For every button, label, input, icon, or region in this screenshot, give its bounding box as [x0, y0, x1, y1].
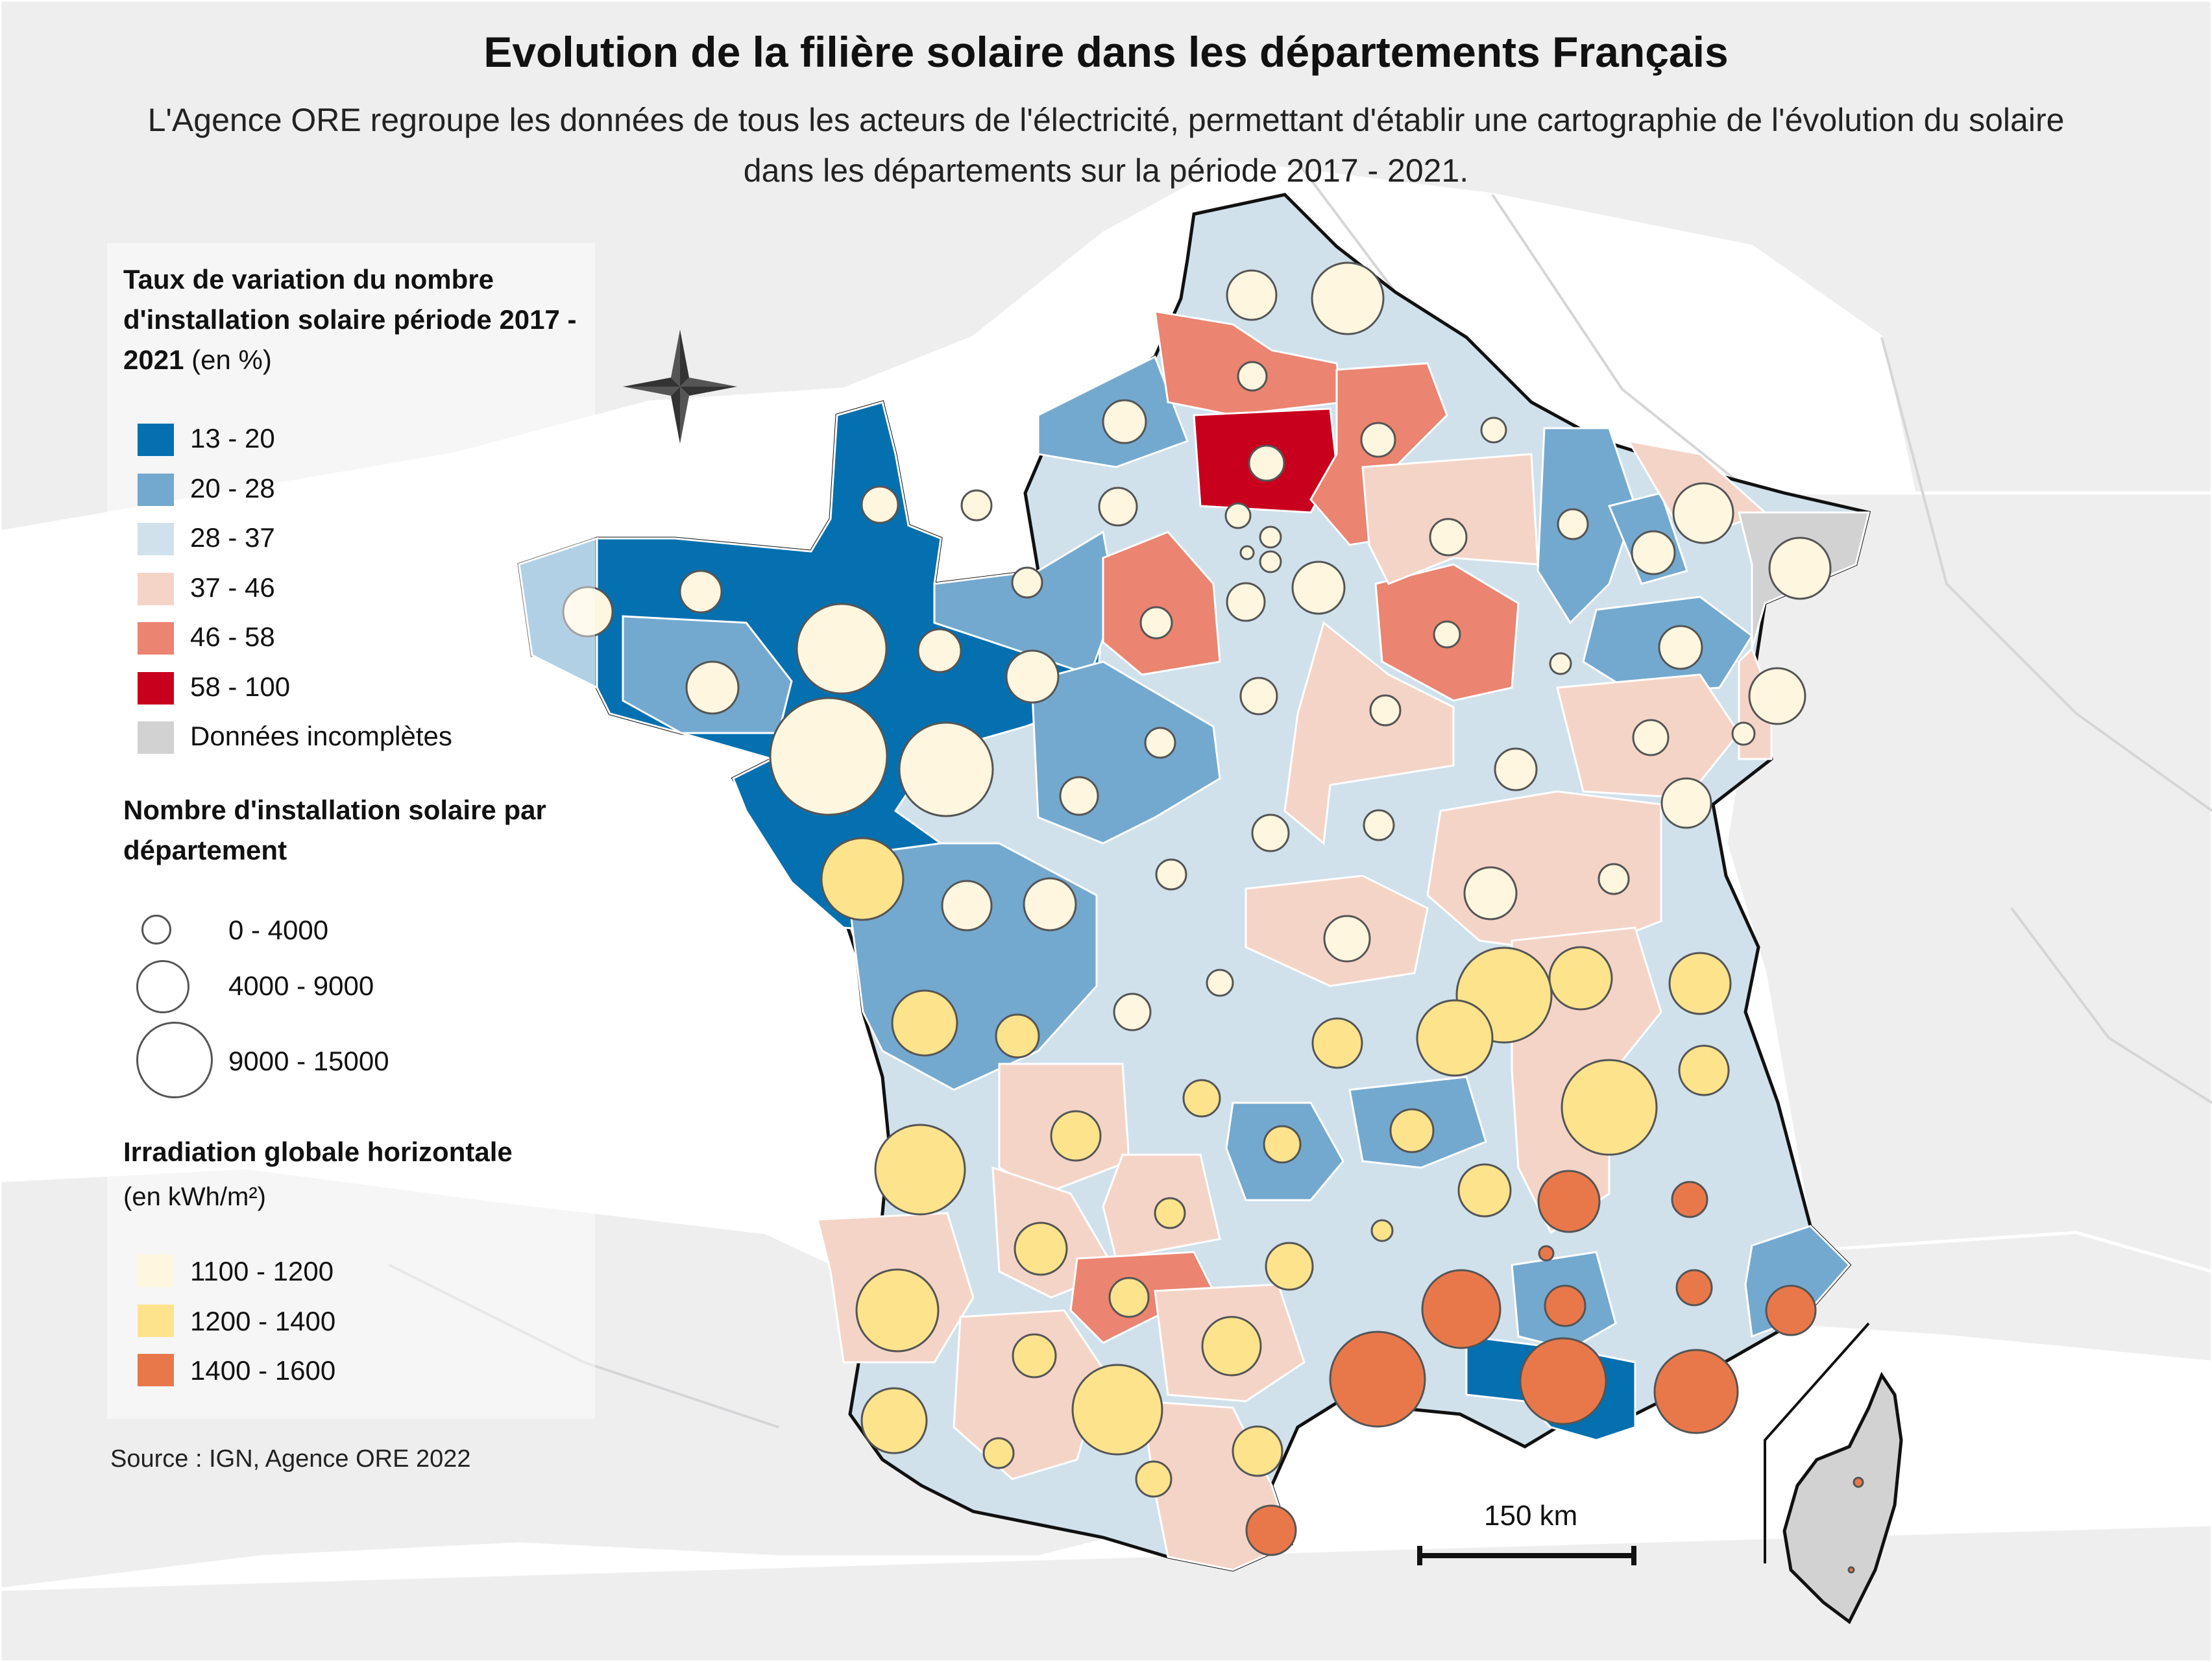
compass-icon: [623, 330, 737, 444]
legend-label-37-46: 37 - 46: [190, 572, 275, 603]
legend-count-heading: Nombre d'installation solaire par départ…: [123, 795, 546, 865]
map-subtitle: L'Agence ORE regroupe les données de tou…: [147, 102, 2065, 189]
legend-irradiation-heading: Irradiation globale horizontale: [123, 1137, 513, 1167]
legend-swatch-58-100: [138, 672, 174, 705]
legend-variation-heading-text: Taux de variation du nombre d'installati…: [123, 264, 577, 375]
legend-label-1400-1600: 1400 - 1600: [190, 1355, 336, 1386]
legend-label-incomplete: Données incomplètes: [190, 721, 452, 751]
legend-swatch-46-58: [138, 622, 174, 655]
legend-label-0-4000: 0 - 4000: [228, 915, 329, 945]
legend-swatch-37-46: [138, 573, 174, 605]
legend-swatch-13-20: [138, 424, 174, 456]
legend-swatch-20-28: [138, 474, 174, 506]
legend-label-20-28: 20 - 28: [190, 473, 275, 503]
legend-size-medium: [136, 960, 189, 1013]
legend-label-28-37: 28 - 37: [190, 522, 275, 553]
legend-panel: [107, 243, 595, 1419]
legend-swatch-1200-1400: [138, 1305, 174, 1337]
legend-variation-heading: Taux de variation du nombre d'installati…: [123, 259, 590, 380]
legend-size-small: [141, 915, 171, 945]
legend-variation-unit: (en %): [191, 344, 272, 375]
legend-swatch-incomplete: [138, 721, 174, 754]
legend-size-large: [136, 1022, 213, 1098]
legend-label-13-20: 13 - 20: [190, 423, 275, 453]
legend-label-58-100: 58 - 100: [190, 671, 291, 702]
legend-label-1200-1400: 1200 - 1400: [190, 1306, 336, 1336]
legend-irradiation-unit: (en kWh/m²): [123, 1183, 266, 1211]
legend-swatch-1100-1200: [138, 1255, 174, 1287]
source-note: Source : IGN, Agence ORE 2022: [110, 1445, 471, 1473]
corsica: [1782, 1371, 1903, 1624]
legend-swatch-28-37: [138, 523, 174, 555]
scale-bar: [1417, 1546, 1636, 1565]
legend-label-1100-1200: 1100 - 1200: [190, 1256, 334, 1286]
corsica-inset-frame: [1764, 1322, 1870, 1563]
legend-label-4000-9000: 4000 - 9000: [228, 970, 374, 1001]
legend-swatch-1400-1600: [138, 1354, 174, 1386]
legend-label-46-58: 46 - 58: [190, 621, 275, 652]
department-circles: [562, 261, 1864, 1574]
neighbour-borders: [389, 161, 2212, 1428]
scale-bar-label: 150 km: [1484, 1500, 1578, 1532]
map-title: Evolution de la filière solaire dans les…: [483, 28, 1729, 76]
legend-label-9000-15000: 9000 - 15000: [228, 1046, 389, 1076]
